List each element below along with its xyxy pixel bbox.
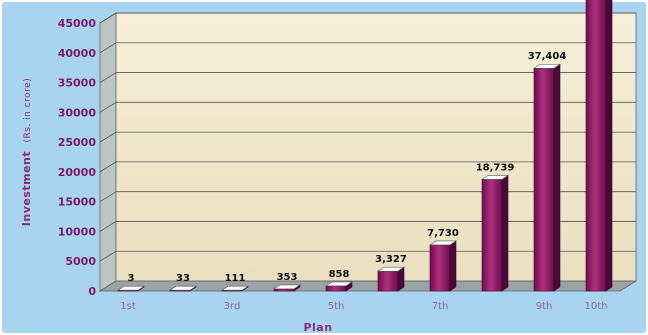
bar-top	[221, 285, 249, 291]
y-axis-label-main: Investment	[20, 151, 33, 226]
x-tick-label: 5th	[328, 301, 345, 312]
x-tick-label: 1st	[120, 301, 136, 312]
bar	[585, 0, 613, 292]
data-label: 353	[277, 272, 298, 283]
gridline-side	[99, 250, 117, 262]
y-tick-label: 10000	[58, 225, 97, 238]
y-tick-label: 20000	[58, 166, 97, 179]
data-label: 3	[128, 273, 135, 284]
bar-front	[273, 288, 295, 292]
x-tick-label: 9th	[536, 301, 553, 312]
y-tick-label: 0	[88, 285, 96, 298]
bar-top	[533, 63, 561, 69]
bar	[377, 266, 405, 292]
bar-side	[605, 0, 613, 292]
bars	[117, 0, 613, 292]
data-label: 111	[225, 273, 246, 284]
x-tick-labels: 1st 3rd 5th 7th 9th 10th	[120, 301, 607, 312]
bar	[429, 240, 457, 292]
data-label: 33	[176, 273, 190, 284]
bar	[533, 63, 561, 292]
gridline-side	[99, 221, 117, 232]
bar	[325, 281, 353, 292]
bar-front	[481, 179, 503, 292]
bar-front	[585, 0, 607, 292]
gridline-side	[99, 191, 117, 203]
data-label: 7,730	[427, 228, 459, 239]
y-tick-labels: 0 5000 10000 15000 20000 25000 30000 35000 40000…	[58, 17, 97, 298]
data-label: 37,404	[528, 51, 567, 62]
x-tick-label: 3rd	[224, 301, 241, 312]
gridline-side	[99, 72, 117, 83]
bar-top	[273, 284, 301, 290]
data-label: 3,327	[375, 254, 407, 265]
bar-side	[501, 174, 509, 292]
y-axis-label: Investment (Rs. in crore)	[20, 78, 33, 226]
data-label: 858	[329, 269, 350, 280]
bar-front	[325, 285, 347, 292]
bar	[169, 285, 197, 292]
bar-front	[429, 244, 451, 292]
bar-top	[169, 285, 197, 291]
bar-top	[481, 175, 509, 180]
bar-front	[533, 67, 555, 292]
y-tick-label: 40000	[58, 47, 97, 60]
bar-top	[377, 266, 405, 272]
bar-top	[117, 285, 145, 291]
y-tick-label: 25000	[58, 136, 97, 149]
y-tick-label: 30000	[58, 106, 97, 119]
bar-side	[449, 240, 457, 292]
y-tick-label: 5000	[65, 255, 96, 268]
x-axis-label: Plan	[303, 321, 332, 334]
gridline-side	[99, 131, 117, 143]
left-wall	[99, 12, 117, 292]
bar	[273, 284, 301, 292]
bar	[481, 174, 509, 292]
gridline-side	[99, 101, 117, 113]
bar-top	[429, 240, 457, 246]
gridline-side	[99, 161, 117, 173]
y-axis-label-unit: (Rs. in crore)	[23, 78, 33, 143]
bar-front	[377, 270, 399, 292]
x-tick-label: 7th	[432, 301, 449, 312]
bar-top	[325, 281, 353, 287]
y-tick-label: 35000	[58, 77, 97, 90]
gridline-side	[99, 42, 117, 54]
bar	[221, 285, 249, 292]
data-label: 18,739	[476, 162, 515, 173]
gridline-side	[99, 12, 117, 24]
x-tick-label: 10th	[585, 301, 608, 312]
bar	[117, 285, 145, 292]
y-tick-label: 15000	[58, 196, 97, 209]
bar-side	[553, 63, 561, 292]
y-tick-label: 45000	[58, 17, 97, 30]
